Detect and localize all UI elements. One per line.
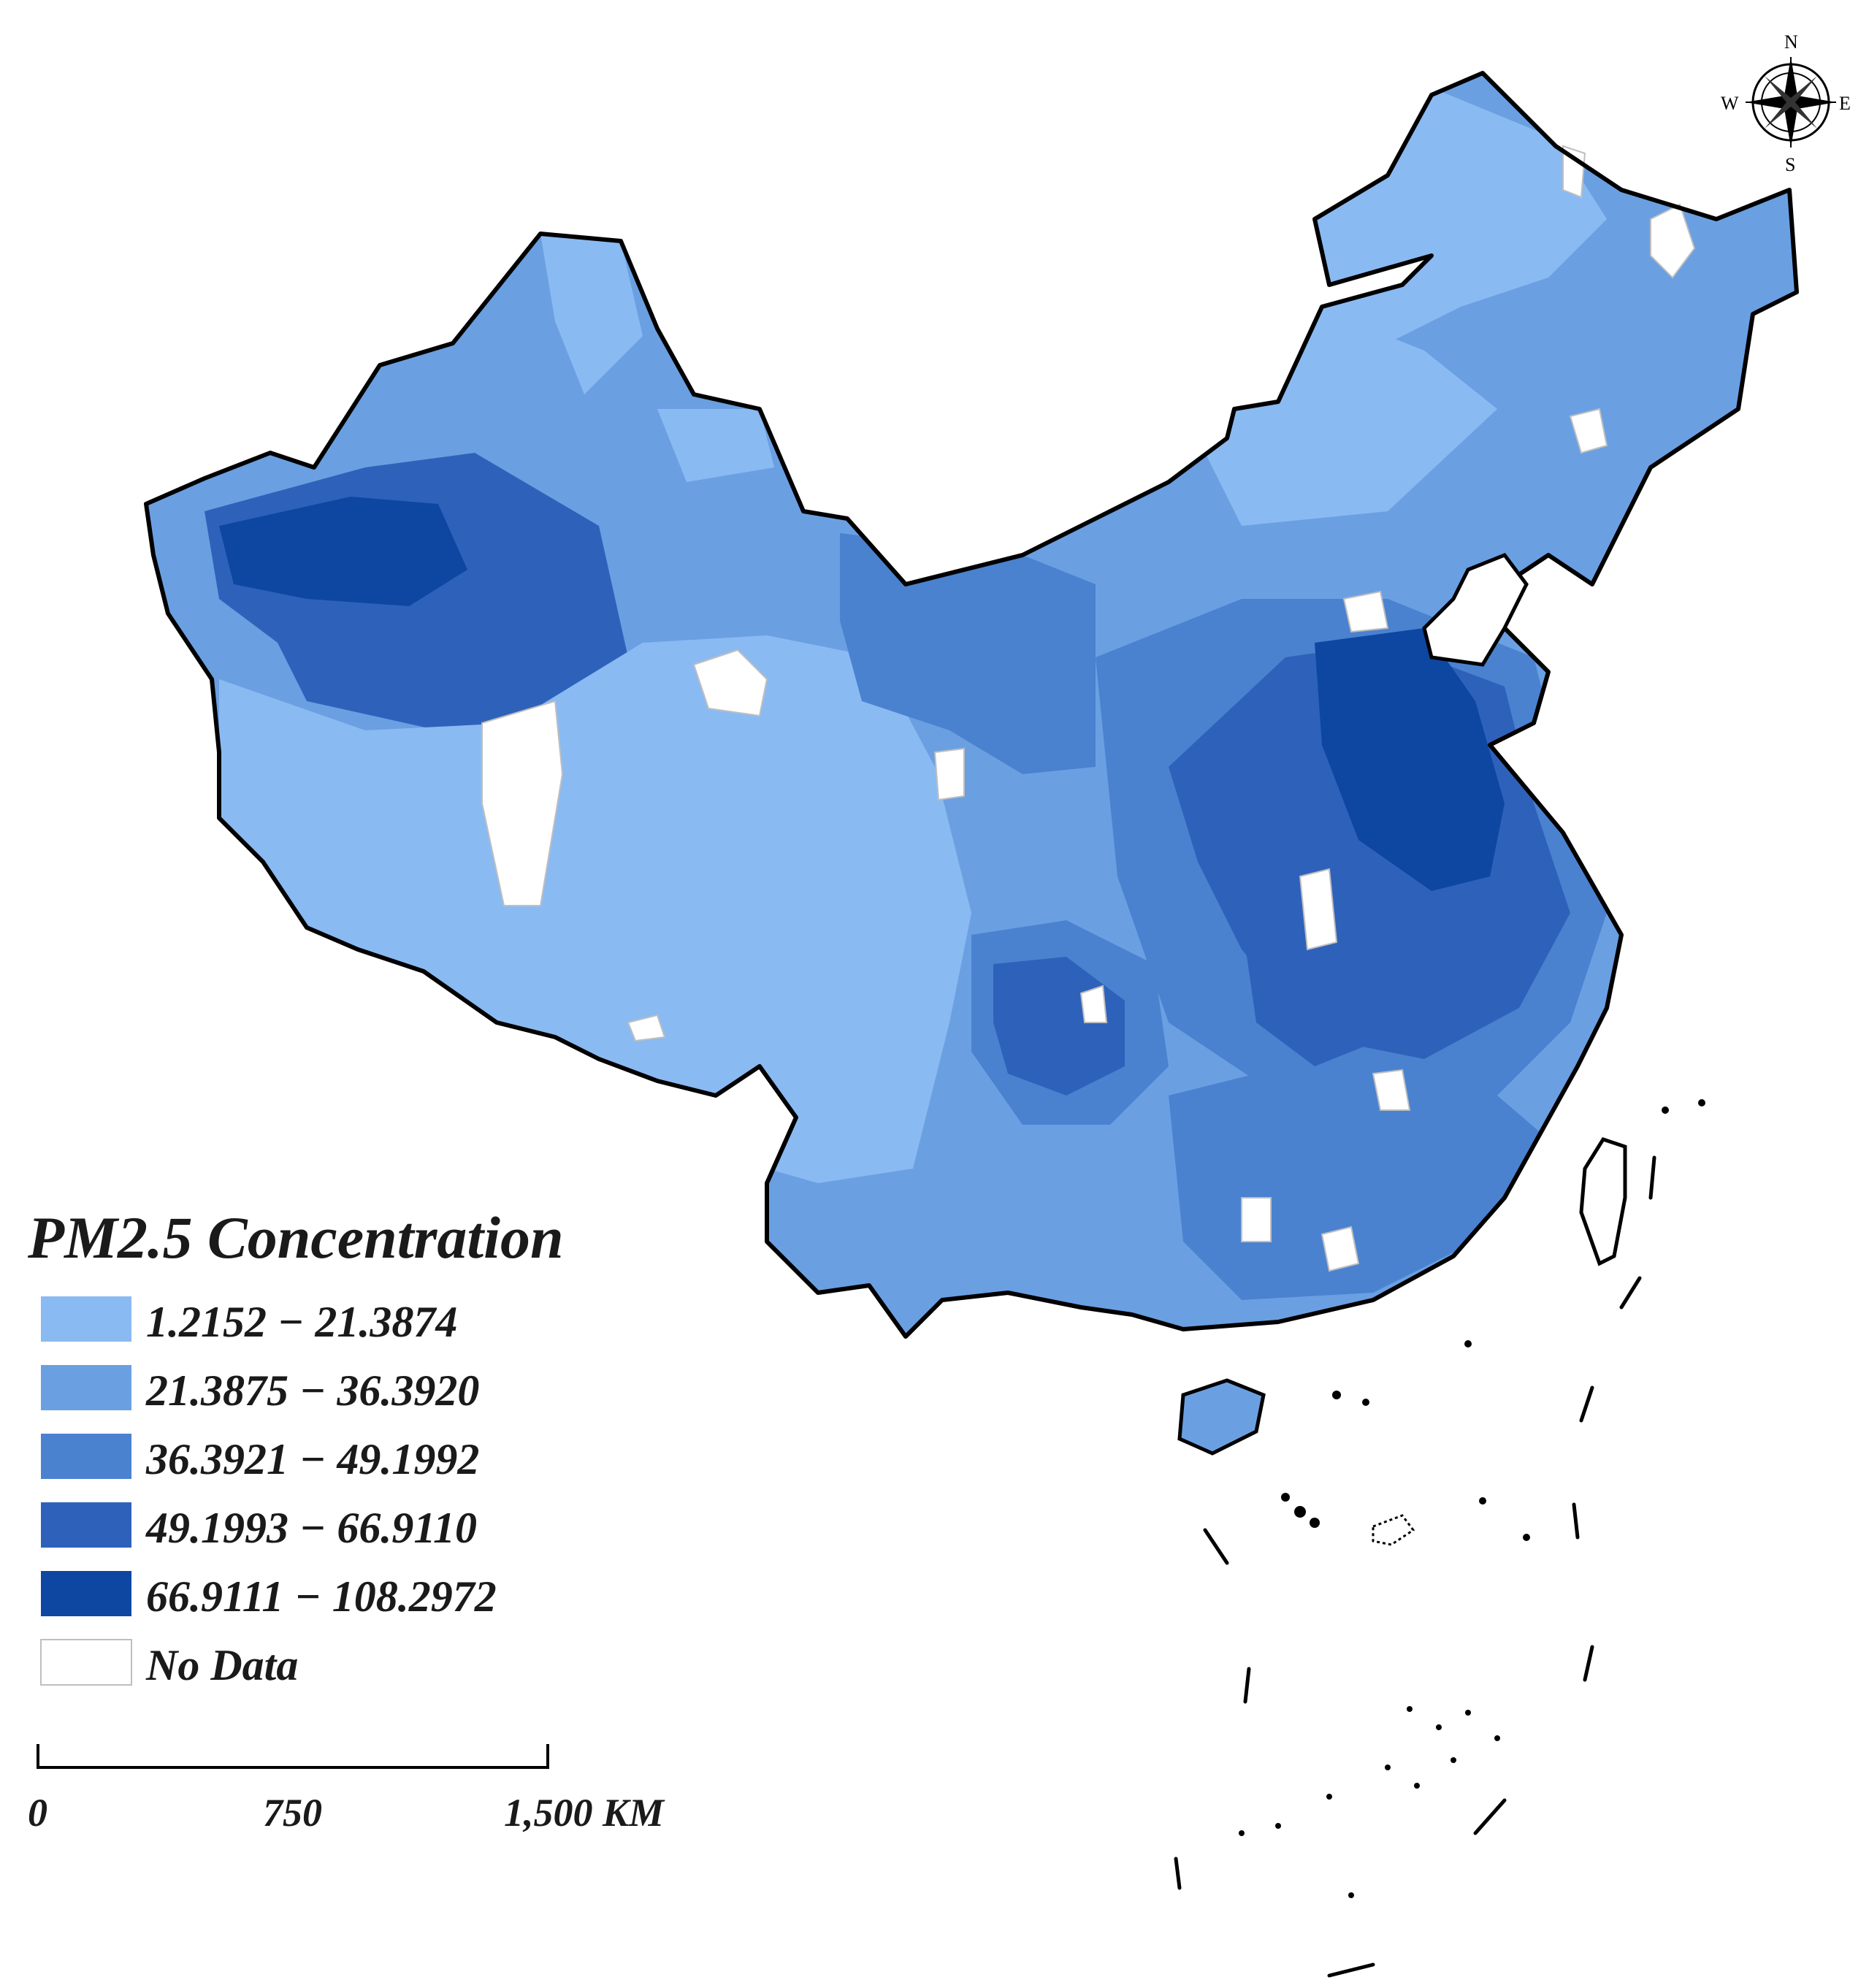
scale-label-start: 0 — [28, 1791, 47, 1835]
boundary-dash — [1619, 1276, 1642, 1310]
legend-swatch-no-data — [40, 1639, 132, 1686]
no-data-patch-fujian — [1372, 1068, 1411, 1111]
island-dot — [1239, 1830, 1245, 1836]
boundary-dash — [1579, 1385, 1594, 1423]
island-dot — [1662, 1106, 1669, 1114]
legend-item: 1.2152 − 21.3874 — [41, 1296, 457, 1346]
no-data-regions — [481, 145, 1696, 1272]
no-data-patch-qaidam — [692, 649, 768, 717]
island-dot — [1494, 1735, 1500, 1741]
compass-rose: N S E W — [1721, 31, 1851, 175]
island-dot — [1294, 1506, 1306, 1518]
boundary-dash — [1174, 1857, 1182, 1890]
taiwan-island — [1579, 1137, 1627, 1266]
island-dot — [1451, 1757, 1456, 1763]
legend-swatch — [41, 1434, 131, 1479]
legend-label: No Data — [145, 1641, 298, 1689]
legend-title: PM2.5 Concentration — [27, 1204, 564, 1271]
region-hebei-henan-core — [1315, 628, 1505, 891]
legend-item: 66.9111 − 108.2972 — [41, 1571, 497, 1621]
region-xinjiang-east-light — [657, 409, 774, 482]
compass-north: N — [1784, 31, 1798, 53]
legend-swatch — [41, 1502, 131, 1548]
legend-label: 66.9111 − 108.2972 — [146, 1572, 497, 1621]
scale-label-mid: 750 — [263, 1791, 322, 1835]
no-data-patch-beijing — [1342, 590, 1389, 633]
boundary-dash — [1583, 1645, 1594, 1682]
region-central — [1242, 906, 1424, 1066]
island-dot — [1275, 1823, 1281, 1829]
no-data-patch-tibet-south — [627, 1014, 666, 1042]
boundary-dash — [1243, 1667, 1251, 1704]
legend-item: 36.3921 − 49.1992 — [41, 1434, 479, 1483]
island-dot — [1281, 1493, 1290, 1502]
boundary-dash — [1473, 1798, 1507, 1835]
legend-label: 1.2152 − 21.3874 — [146, 1298, 457, 1346]
island-dot — [1414, 1783, 1420, 1789]
compass-star-light — [1746, 57, 1836, 148]
island-dot — [1464, 1340, 1472, 1347]
island-dot — [1479, 1497, 1486, 1505]
south-china-sea-boundary — [1174, 1155, 1656, 1978]
island-dot — [1465, 1710, 1471, 1716]
no-data-patch-jilin — [1569, 408, 1608, 454]
legend-item: 49.1993 − 66.9110 — [41, 1502, 477, 1552]
boundary-dash — [1203, 1528, 1229, 1565]
legend-swatch — [41, 1365, 131, 1410]
no-data-patch-heilongjiang — [1562, 145, 1586, 199]
island-dot — [1310, 1518, 1320, 1528]
legend-swatch — [41, 1296, 131, 1342]
island-dot — [1698, 1099, 1705, 1106]
boundary-dash — [1648, 1155, 1656, 1200]
scale-label-end: 1,500 KM — [504, 1791, 665, 1835]
scale-bar-line — [37, 1744, 549, 1769]
island-dot — [1436, 1724, 1442, 1730]
region-tibet-qinghai — [219, 635, 971, 1183]
legend-label: 36.3921 − 49.1992 — [145, 1435, 479, 1483]
legend-label: 49.1993 − 66.9110 — [145, 1504, 477, 1552]
region-tarim-core — [219, 497, 467, 606]
hainan-island — [1177, 1378, 1266, 1456]
no-data-patch-chongqing — [1079, 985, 1108, 1023]
region-gobi — [840, 533, 1096, 774]
scale-bar: 0 750 1,500 KM — [28, 1744, 665, 1835]
legend: PM2.5 Concentration 1.2152 − 21.3874 21.… — [27, 1204, 564, 1689]
legend-item: 21.3875 − 36.3920 — [41, 1365, 479, 1415]
no-data-patch-gansu — [933, 747, 965, 801]
legend-label: 21.3875 − 36.3920 — [145, 1366, 479, 1415]
region-north-xinjiang-light — [540, 234, 643, 394]
legend-swatch — [41, 1571, 131, 1616]
boundary-dash — [1572, 1502, 1580, 1540]
island-dot — [1348, 1892, 1354, 1898]
compass-south: S — [1785, 154, 1795, 175]
island-dot — [1385, 1765, 1391, 1770]
no-data-patch-hunan — [1241, 1197, 1272, 1242]
compass-east: E — [1839, 93, 1851, 114]
no-data-patch-qinghai-lake — [481, 700, 564, 906]
island-dot — [1332, 1391, 1341, 1399]
legend-item-no-data: No Data — [40, 1639, 298, 1689]
island-dot — [1407, 1706, 1413, 1712]
no-data-patch-henan — [1299, 868, 1338, 951]
compass-star-diagonal — [1765, 76, 1817, 129]
dongsha-outline — [1372, 1514, 1415, 1546]
island-dot — [1362, 1399, 1369, 1406]
no-data-patch-guangdong — [1320, 1226, 1360, 1272]
south-china-sea-islands — [1239, 1099, 1705, 1898]
bohai-sea — [1422, 552, 1529, 667]
boundary-dash — [1327, 1962, 1375, 1978]
island-dot — [1326, 1794, 1332, 1800]
compass-west: W — [1721, 93, 1739, 114]
island-dot — [1523, 1534, 1530, 1541]
